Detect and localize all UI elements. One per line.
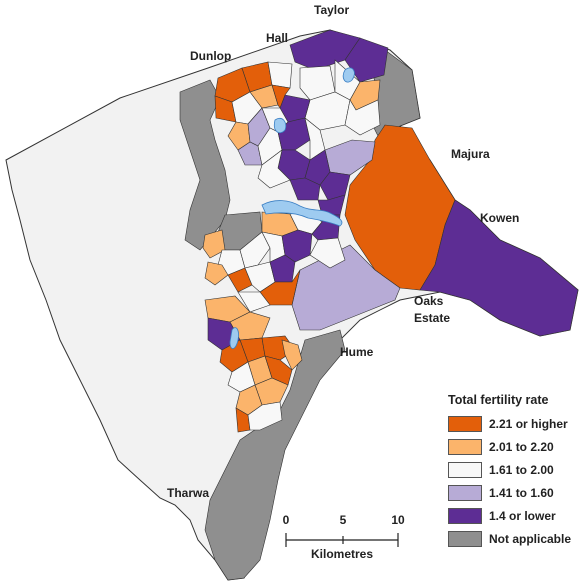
place-label-kowen: Kowen [480,211,519,225]
place-label-hume: Hume [340,345,374,359]
legend-swatch [448,508,482,524]
inner-north-suburbs [257,149,351,216]
place-label-estate: Estate [414,311,450,325]
legend-item: 2.01 to 2.20 [448,438,584,456]
place-label-tharwa: Tharwa [167,486,209,500]
place-label-oaks: Oaks [414,294,444,308]
legend-label: 1.4 or lower [489,509,556,523]
region-jerrabomberra [291,244,401,331]
legend-swatch [448,485,482,501]
tuggeranong-suburbs [204,295,303,433]
legend-item: 1.41 to 1.60 [448,484,584,502]
legend-swatch [448,531,482,547]
legend-label: 1.61 to 2.00 [489,463,554,477]
gungahlin-suburbs [279,29,389,136]
scale-bar: 0 5 10 Kilometres [283,513,405,561]
region-kowen [419,199,579,337]
scale-tick-label: 5 [340,513,347,527]
legend-label: 2.21 or higher [489,417,568,431]
legend-item: Not applicable [448,530,584,548]
legend-item: 2.21 or higher [448,415,584,433]
woden-weston-suburbs [202,211,346,313]
place-label-majura: Majura [451,147,490,161]
legend-label: 2.01 to 2.20 [489,440,554,454]
legend-swatch [448,416,482,432]
legend-label: Not applicable [489,532,572,546]
legend-item: 1.61 to 2.00 [448,461,584,479]
legend-item: 1.4 or lower [448,507,584,525]
place-label-taylor: Taylor [314,3,349,17]
legend-title: Total fertility rate [448,393,549,407]
water-bodies [229,67,355,349]
scale-tick-label: 10 [391,513,405,527]
legend-swatch [448,439,482,455]
legend-swatch [448,462,482,478]
legend-label: 1.41 to 1.60 [489,486,554,500]
place-label-dunlop: Dunlop [190,49,231,63]
scale-tick-label: 0 [283,513,290,527]
place-label-hall: Hall [266,31,288,45]
scale-unit-label: Kilometres [311,547,373,561]
legend: Total fertility rate 2.21 or higher 2.01… [448,393,584,553]
